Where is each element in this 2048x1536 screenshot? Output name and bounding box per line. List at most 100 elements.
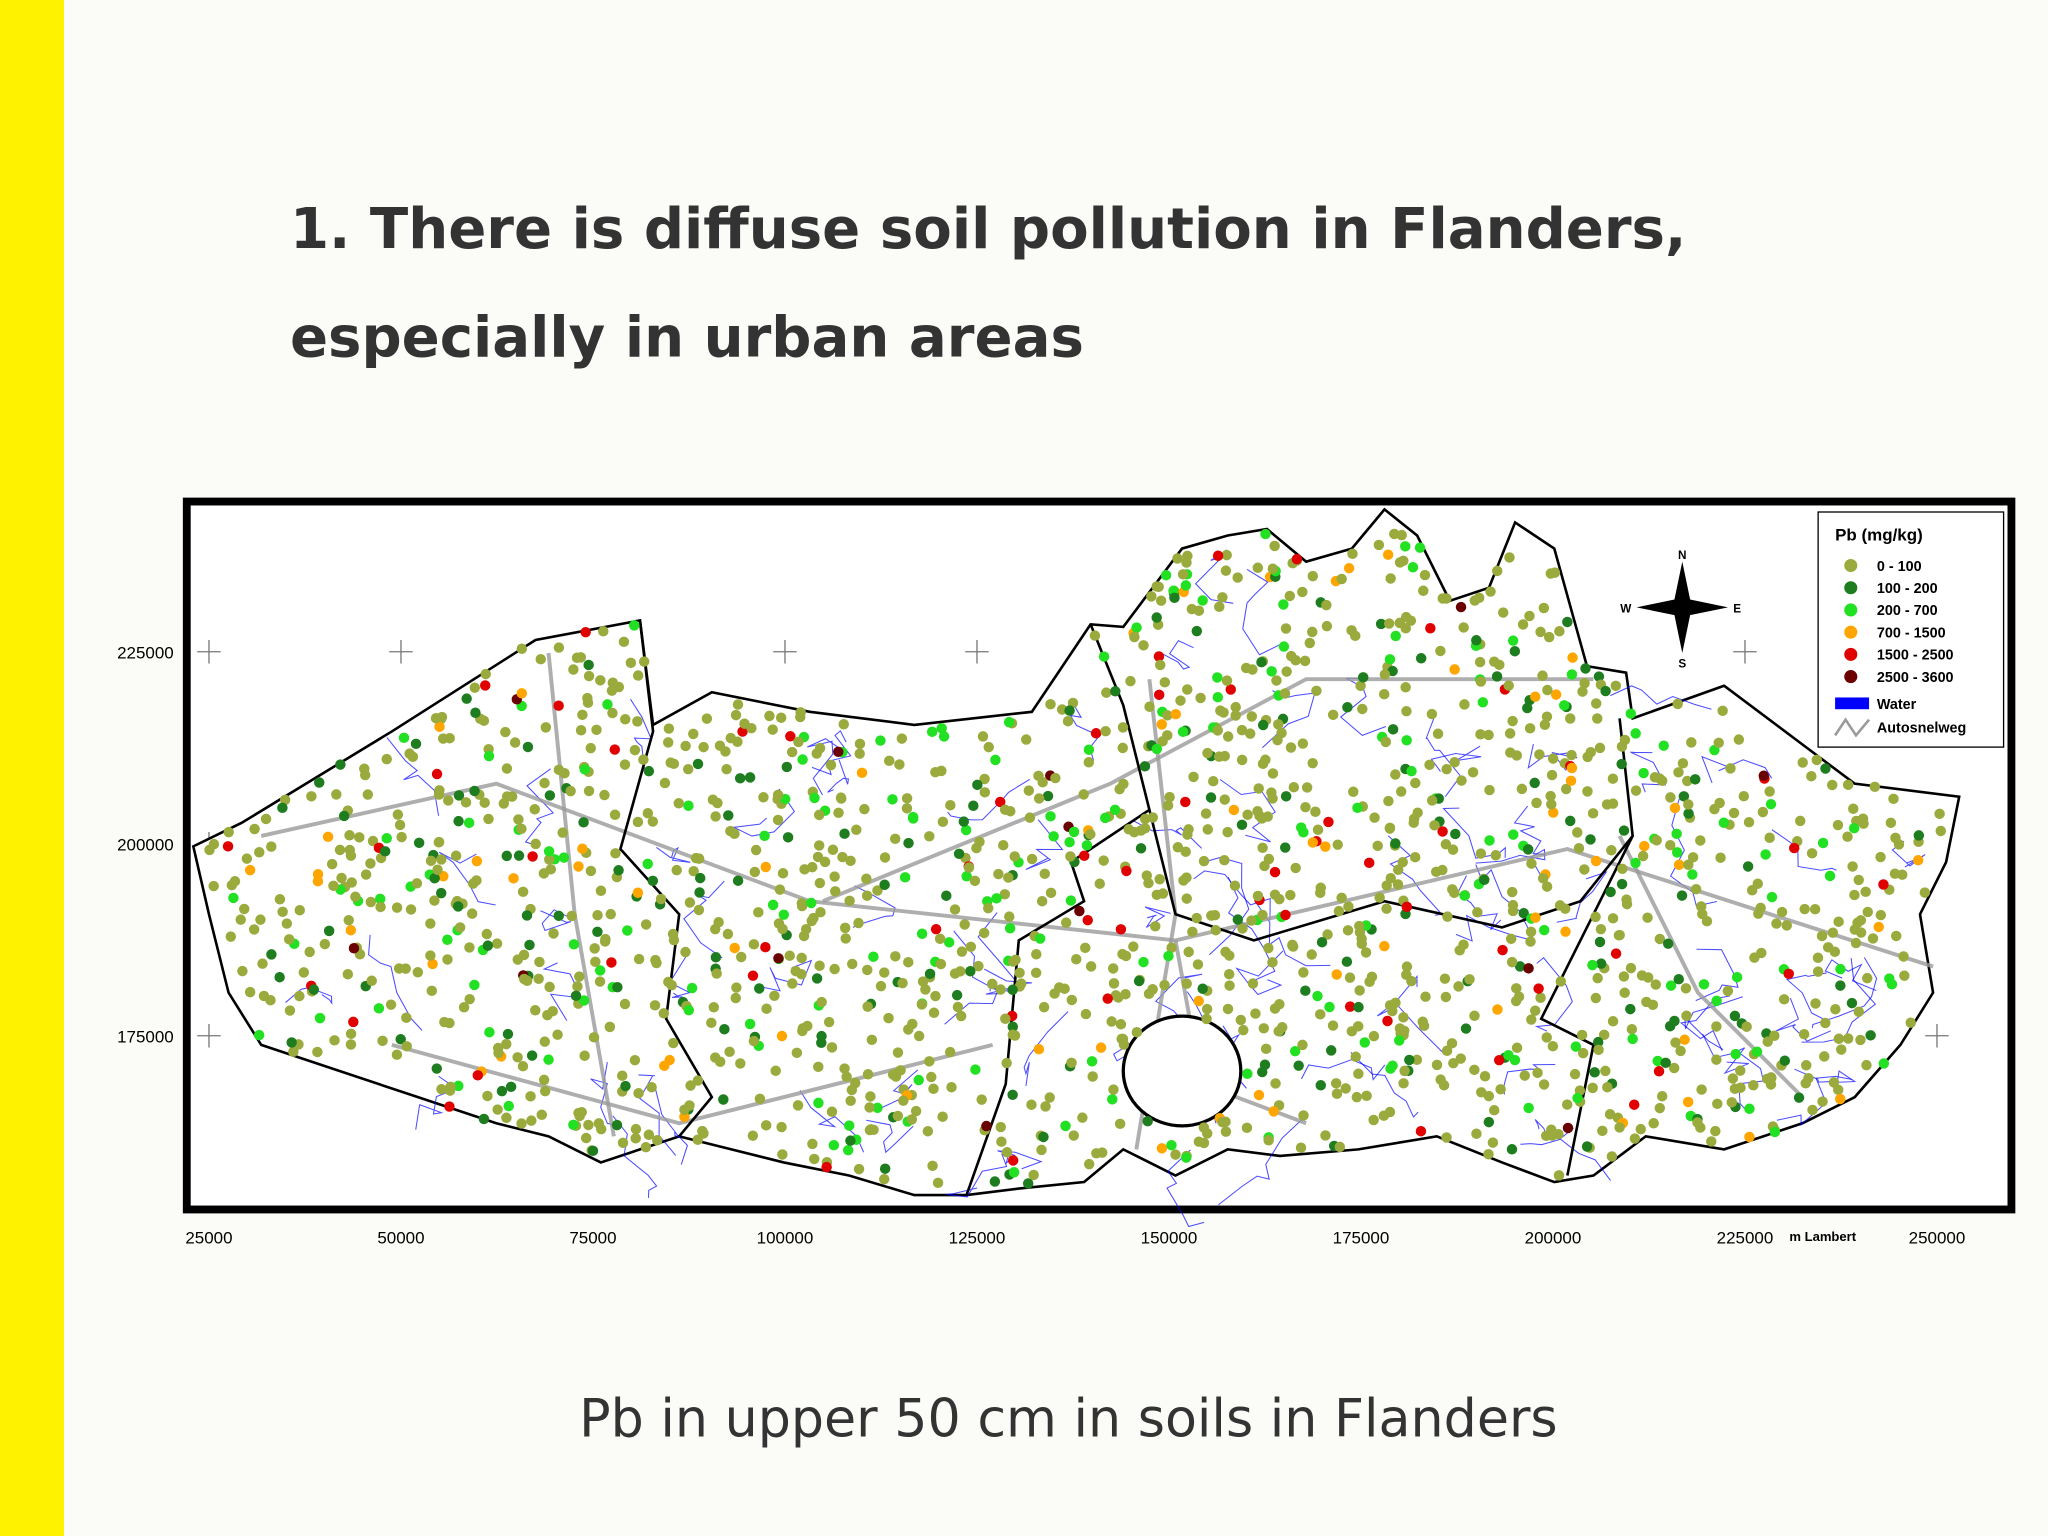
x-tick-label: 50000 [377,1228,424,1247]
sample-dot [772,814,784,826]
sample-dot [796,952,807,964]
sample-dot [1007,1029,1018,1040]
sample-dot [1346,625,1357,636]
sample-dot [1431,1059,1443,1071]
sample-dot [1565,775,1577,787]
sample-dot [1410,777,1421,789]
sample-dot [632,887,644,898]
sample-dot [1590,911,1601,923]
sample-dot [342,969,354,980]
sample-dot [350,891,361,903]
water-line [1534,957,1573,1032]
sample-dot [694,887,705,898]
sample-dot [575,652,587,663]
sample-dot [1545,568,1556,579]
sample-dot [1379,669,1391,680]
sample-dot [611,1119,623,1131]
sample-dot [1447,884,1458,895]
sample-dot [607,707,618,719]
sample-dot [643,1129,655,1140]
sample-dot [793,736,804,748]
sample-dot [1875,851,1886,863]
sample-dot [501,763,513,774]
sample-dot [1621,894,1632,905]
sample-dot [1672,698,1683,710]
sample-dot [1139,761,1151,772]
sample-dot [1060,1120,1071,1132]
sample-dot [799,864,810,875]
sample-dot [619,998,631,1010]
sample-dot [1812,966,1824,977]
sample-dot [1696,1084,1707,1095]
sample-dot [257,958,268,969]
sample-dot [1760,849,1771,860]
sample-dot [1460,1023,1472,1034]
sample-dot [785,731,796,742]
sample-dot [1198,855,1210,867]
sample-dot [610,848,621,859]
sample-dot [1222,1003,1234,1015]
sample-dot [896,733,908,744]
sample-dot [777,1149,788,1160]
sample-dot [529,804,540,815]
sample-dot [493,1047,504,1059]
sample-dot [1733,734,1745,745]
sample-dot [469,682,480,693]
sample-dot [781,761,793,773]
sample-dot [730,992,741,1004]
sample-dot [1141,870,1152,881]
sample-dot [1587,808,1599,819]
sample-dot [522,741,534,753]
sample-dot [1198,1122,1210,1133]
sample-dot [1449,664,1460,675]
sample-dot [1508,829,1519,840]
sample-dot [1169,592,1180,604]
sample-dot [279,794,291,806]
sample-dot [444,1017,455,1029]
sample-dot [935,958,947,970]
sample-dot [815,906,826,918]
sample-dot [1671,847,1683,858]
sample-dot [787,978,798,989]
sample-dot [1320,841,1331,852]
sample-dot [1131,1027,1143,1038]
sample-dot [568,939,580,950]
sample-dot [825,759,837,771]
sample-dot [1175,695,1186,706]
compass-star [1636,561,1728,654]
sample-dot [377,1035,388,1047]
sample-dot [1629,1133,1641,1144]
sample-dot [1778,994,1790,1005]
sample-dot [543,846,555,857]
sample-dot [1671,828,1682,840]
sample-dot [1181,893,1192,904]
sample-dot [1534,749,1545,760]
sample-dot [754,983,765,994]
sample-dot [1751,1046,1763,1057]
sample-dot [764,710,775,722]
sample-dot [1156,719,1168,730]
sample-dot [941,890,952,901]
sample-dot [466,908,478,919]
sample-dot [558,852,570,863]
water-line [1811,957,1878,1028]
sample-dot [1097,1147,1108,1158]
legend-swatch [1844,581,1858,595]
sample-dot [971,842,982,854]
sample-dot [1271,675,1282,686]
sample-dot [770,1065,781,1076]
sample-dot [1507,886,1518,898]
sample-dot [746,722,757,734]
sample-dot [839,828,850,839]
sample-dot [813,1061,824,1073]
sample-dot [1715,852,1726,863]
sample-dot [244,864,256,876]
sample-dot [795,707,806,718]
sample-dot [1090,728,1102,739]
sample-dot [1341,956,1353,967]
sample-dot [1121,865,1132,877]
sample-dot [759,830,770,842]
sample-dot [1312,824,1324,836]
sample-dot [1852,917,1863,928]
